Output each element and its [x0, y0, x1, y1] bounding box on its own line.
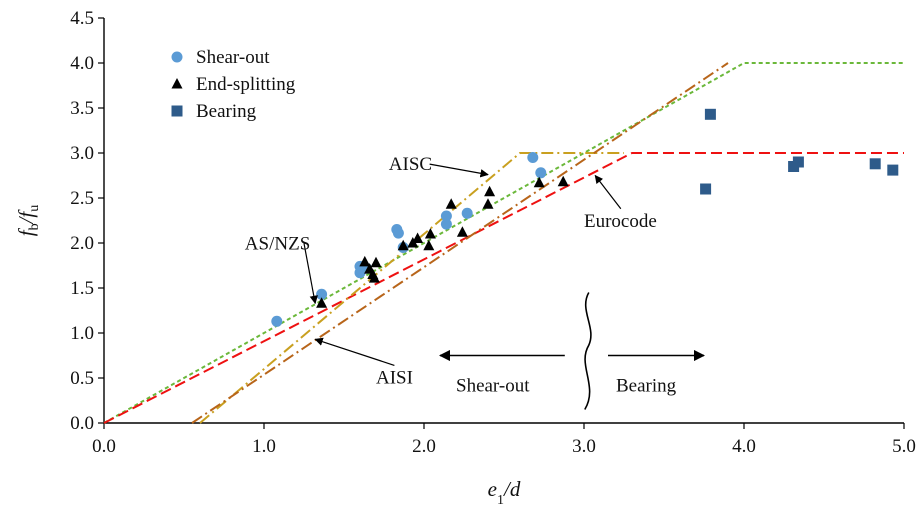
annotation-bearing: Bearing	[616, 376, 677, 397]
legend-label-end-splitting: End-splitting	[196, 74, 296, 95]
end-splitting-point	[370, 256, 382, 268]
annotations: AISC AS/NZS Eurocode AISI Shear-out Bearing	[245, 154, 706, 410]
legend-label-bearing: Bearing	[196, 101, 257, 122]
region-divider	[584, 292, 592, 410]
shear-out-point	[535, 167, 547, 179]
shear-out-point	[316, 288, 328, 300]
y-tick-label: 1.5	[70, 278, 94, 299]
x-tick-label: 5.0	[892, 436, 916, 457]
end-splitting-point	[316, 297, 328, 308]
end-splitting-point	[482, 198, 494, 209]
annotation-shear-out: Shear-out	[456, 376, 530, 397]
x-tick-label: 1.0	[252, 436, 276, 457]
x-axis-title: e1/d	[488, 477, 521, 504]
y-tick-label: 4.5	[70, 8, 94, 29]
legend-marker-bearing	[171, 105, 183, 117]
legend-marker-end-splitting	[171, 78, 183, 89]
annotation-arrow-eurocode	[594, 174, 622, 210]
annotation-aisc: AISC	[389, 154, 432, 175]
bearing-point	[700, 183, 712, 195]
end-splitting-point	[424, 228, 436, 239]
end-splitting-point	[359, 255, 371, 267]
curve-aisc	[199, 152, 624, 424]
end-splitting-point	[397, 239, 409, 251]
y-tick-label: 3.5	[70, 98, 94, 119]
y-axis-title: fb/fu	[14, 205, 42, 237]
end-splitting-point	[456, 226, 468, 237]
curve-eurocode	[103, 152, 904, 424]
shear-out-point	[527, 152, 539, 163]
x-tick-label: 0.0	[92, 436, 116, 457]
shear-out-point	[440, 210, 452, 222]
bearing-point	[792, 156, 804, 168]
curve-aisi	[191, 62, 729, 424]
end-splitting-point	[484, 185, 496, 197]
end-splitting-point	[412, 232, 424, 243]
y-tick-label: 2.0	[70, 233, 94, 254]
legend: Shear-out End-splitting Bearing	[171, 47, 296, 122]
legend-marker-shear-out	[171, 51, 183, 63]
end-splitting-point	[533, 176, 545, 188]
bearing-point	[869, 158, 881, 170]
y-tick-label: 2.5	[70, 188, 94, 209]
y-tick-label: 1.0	[70, 323, 94, 344]
design-curves	[103, 62, 904, 424]
shear-out-point	[271, 315, 283, 327]
x-tick-label: 2.0	[412, 436, 436, 457]
axes: 0.0 1.0 2.0 3.0 4.0 5.0 0.0 0.5 1.0 1.5 2.0 2.5 3.0 3…	[14, 8, 916, 508]
y-tick-label: 3.0	[70, 143, 94, 164]
end-splitting-point	[368, 272, 380, 283]
legend-label-shear-out: Shear-out	[196, 47, 270, 68]
annotation-as-nzs: AS/NZS	[245, 233, 310, 254]
end-splitting-point	[445, 198, 457, 209]
data-points	[271, 108, 899, 327]
y-tick-label: 0.5	[70, 368, 94, 389]
annotation-eurocode: Eurocode	[584, 211, 657, 232]
y-tick-label: 0.0	[70, 413, 94, 434]
end-splitting-point	[423, 239, 435, 251]
shear-out-point	[440, 218, 452, 230]
curve-as-nzs	[103, 62, 904, 424]
end-splitting-point	[557, 175, 569, 187]
shear-out-point	[392, 227, 404, 239]
annotation-arrow-aisi	[314, 337, 395, 366]
shear-out-point	[461, 207, 473, 219]
annotation-arrow-aisc	[429, 163, 489, 178]
x-tick-label: 3.0	[572, 436, 596, 457]
x-tick-label: 4.0	[732, 436, 756, 457]
bearing-point	[704, 108, 716, 120]
y-tick-label: 4.0	[70, 53, 94, 74]
bearing-point	[887, 164, 899, 176]
annotation-arrow-as-nzs	[303, 243, 318, 305]
annotation-aisi: AISI	[376, 367, 413, 388]
